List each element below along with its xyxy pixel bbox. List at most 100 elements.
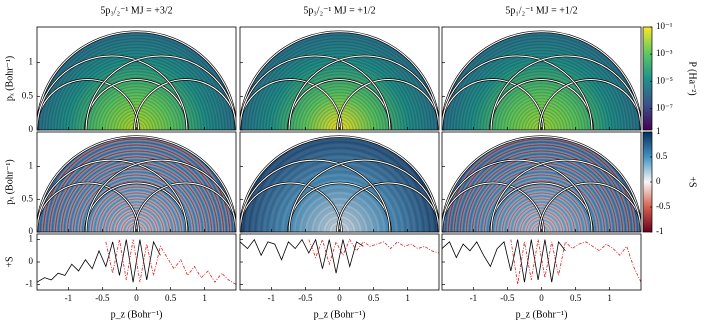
y-tick-label: 1 (29, 234, 34, 244)
line-series (510, 239, 641, 285)
line-series (308, 238, 439, 266)
arc (37, 78, 140, 130)
arc (37, 136, 236, 232)
line-panel (441, 233, 642, 291)
plot-area (37, 30, 236, 130)
plot-area (442, 30, 641, 130)
colorbar-label: +S (687, 176, 698, 187)
y-tick-label: 1 (29, 57, 34, 67)
x-tick-label: 1 (607, 293, 612, 303)
probability-panel (441, 26, 642, 131)
y-axis-label: +S (4, 256, 15, 267)
ring-texture (240, 136, 439, 232)
colorbar-tick-label: 10⁻⁵ (656, 75, 673, 85)
plot-area (37, 135, 236, 232)
probability-panel (36, 26, 237, 131)
x-tick-label: 0 (134, 293, 139, 303)
plot-area (442, 239, 641, 285)
line-series (442, 239, 566, 283)
arc (240, 78, 343, 130)
colorbar-tick-label: 1 (656, 126, 661, 136)
arc (287, 182, 392, 232)
y-axis-label: pₓ (Bohr⁻¹) (4, 159, 15, 204)
line-panel (239, 233, 440, 291)
arc (442, 136, 641, 232)
panel-title: 5p₁/₂⁻¹ MJ = +1/2 (505, 5, 577, 16)
y-tick-label: 0 (29, 124, 34, 134)
colorbar-tick-label: 10⁻¹ (656, 21, 673, 31)
panel-title: 5p₃/₂⁻¹ MJ = +3/2 (100, 5, 172, 16)
arc (133, 182, 236, 232)
arc (538, 78, 641, 130)
ring-texture (37, 136, 236, 232)
line-series (105, 239, 236, 285)
colorbar (642, 26, 653, 131)
ring-texture (37, 31, 236, 130)
y-tick-label: 0.5 (22, 193, 34, 203)
y-tick-label: -1 (26, 278, 34, 288)
arc (37, 31, 236, 130)
x-tick-label: -0.5 (500, 293, 515, 303)
arc (287, 78, 392, 130)
ring-texture (442, 31, 641, 130)
spin-panel (36, 131, 237, 233)
plot-area (442, 135, 641, 232)
x-tick-label: 0 (539, 293, 544, 303)
plot-area (37, 239, 236, 285)
arc (240, 136, 439, 232)
arc (442, 31, 641, 130)
x-tick-label: -1 (470, 293, 478, 303)
x-tick-label: 0.5 (570, 293, 582, 303)
colorbar-tick-label: 0.5 (656, 151, 668, 161)
arc (37, 159, 188, 232)
spin-panel (441, 131, 642, 233)
arc (288, 159, 439, 232)
colorbar-tick-label: -0.5 (656, 201, 671, 211)
colorbar-label: P (Ha⁻²) (687, 61, 698, 95)
arc (240, 182, 343, 232)
arc (538, 182, 641, 232)
x-axis-label: p_z (Bohr⁻¹) (516, 309, 568, 320)
x-tick-label: 0 (337, 293, 342, 303)
line-series (240, 238, 364, 274)
y-tick-label: 0 (29, 256, 34, 266)
arc (489, 182, 594, 232)
arc (240, 55, 391, 130)
colorbar-tick-label: 10⁻⁷ (656, 102, 673, 112)
arc (442, 55, 593, 130)
spin-panel (239, 131, 440, 233)
plot-area (240, 238, 439, 274)
y-tick-label: 1 (29, 161, 34, 171)
arc (84, 182, 189, 232)
x-tick-label: -0.5 (95, 293, 110, 303)
arc (336, 78, 439, 130)
arc (490, 159, 641, 232)
y-tick-label: 0.5 (22, 90, 34, 100)
arc (336, 182, 439, 232)
arc (442, 159, 593, 232)
arc (288, 55, 439, 130)
y-tick-label: 0 (29, 226, 34, 236)
arc (442, 78, 545, 130)
x-axis-label: p_z (Bohr⁻¹) (111, 309, 163, 320)
x-tick-label: -1 (65, 293, 73, 303)
arc (37, 182, 140, 232)
ring-texture (240, 31, 439, 130)
arc (85, 159, 236, 232)
ring-texture (442, 136, 641, 232)
plot-area (240, 30, 439, 130)
arc (442, 182, 545, 232)
colorbar-tick-label: 10⁻³ (656, 48, 673, 58)
line-panel (36, 233, 237, 291)
x-tick-label: 1 (202, 293, 207, 303)
probability-panel (239, 26, 440, 131)
line-series (37, 239, 161, 283)
panel-title: 5p₃/₂⁻¹ MJ = +1/2 (303, 5, 375, 16)
arc (84, 78, 189, 130)
arc (489, 78, 594, 130)
x-tick-label: -1 (268, 293, 276, 303)
x-tick-label: 0.5 (165, 293, 177, 303)
x-tick-label: -0.5 (298, 293, 313, 303)
